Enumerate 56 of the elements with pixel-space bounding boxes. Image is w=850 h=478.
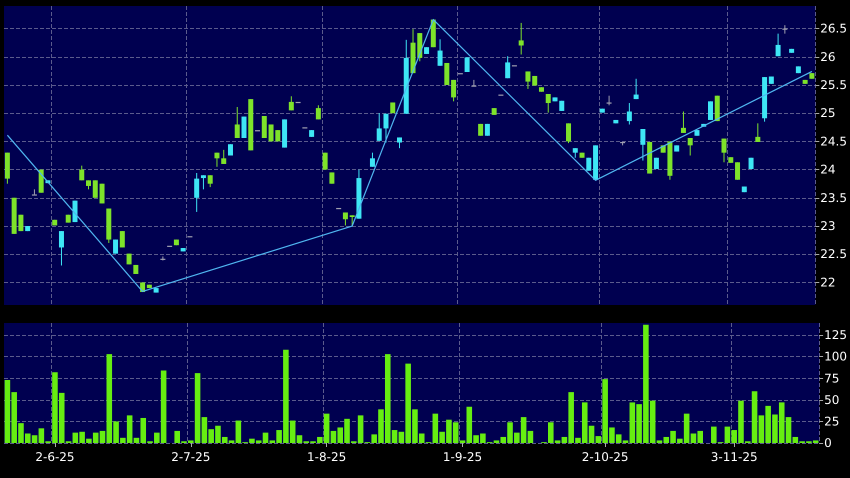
y-tick-label: 100 (824, 350, 847, 364)
candlestick (275, 130, 280, 142)
candlestick (688, 138, 693, 156)
x-tick-label: 2-10-25 (582, 450, 629, 464)
y-tick-label: 23.5 (820, 190, 847, 205)
candlestick (566, 122, 572, 144)
y-tick-label: 25 (824, 414, 840, 428)
candlestick (221, 149, 226, 164)
candlestick (113, 239, 118, 254)
candlestick (79, 165, 84, 181)
x-tick-label: 1-9-25 (442, 450, 482, 464)
y-tick-label: 22.5 (820, 247, 847, 262)
candlestick (383, 113, 388, 144)
candlestick (208, 174, 213, 188)
candlestick (288, 96, 294, 111)
candlestick (234, 106, 240, 139)
candlestick (18, 214, 24, 232)
y-tick-label: 50 (824, 392, 840, 407)
candlestick (120, 230, 125, 248)
x-tick-label: 3-11-25 (710, 450, 758, 464)
line-series (6, 18, 812, 292)
candlestick (126, 253, 132, 265)
candlestick (200, 174, 206, 190)
candlestick (322, 152, 328, 170)
candlestick (722, 138, 727, 163)
candlestick (505, 56, 510, 79)
y-tick-label: 0 (824, 436, 832, 450)
candlestick (518, 22, 524, 56)
candlestick (214, 152, 220, 168)
candlestick (634, 78, 639, 100)
y-tick-label: 125 (824, 328, 847, 342)
y-tick-label: 23 (820, 219, 836, 234)
candlestick (438, 38, 443, 66)
y-tick-label: 24.5 (820, 134, 847, 148)
y-tick-label: 25.5 (820, 78, 847, 92)
candlestick (776, 33, 781, 57)
candlestick (572, 148, 578, 158)
y-tick-label: 26 (820, 50, 836, 64)
candlestick (546, 94, 551, 114)
candlestick (316, 104, 321, 120)
x-tick-label: 2-7-25 (171, 450, 210, 464)
candlestick (370, 152, 375, 168)
y-tick-label: 26.5 (820, 22, 847, 36)
y-tick-label: 25 (820, 106, 836, 120)
candlestick (376, 112, 382, 142)
y-tick-label: 24 (820, 162, 836, 177)
x-tick-label: 1-8-25 (307, 450, 346, 464)
candlestick (58, 230, 64, 266)
candlestick (680, 110, 686, 134)
candlestick (194, 172, 200, 212)
candlestick (755, 122, 760, 142)
y-tick-label: 75 (824, 371, 840, 386)
x-tick-label: 2-6-25 (35, 450, 75, 464)
y-tick-label: 22 (820, 275, 836, 290)
candlestick (640, 128, 646, 162)
candlestick (626, 102, 632, 125)
